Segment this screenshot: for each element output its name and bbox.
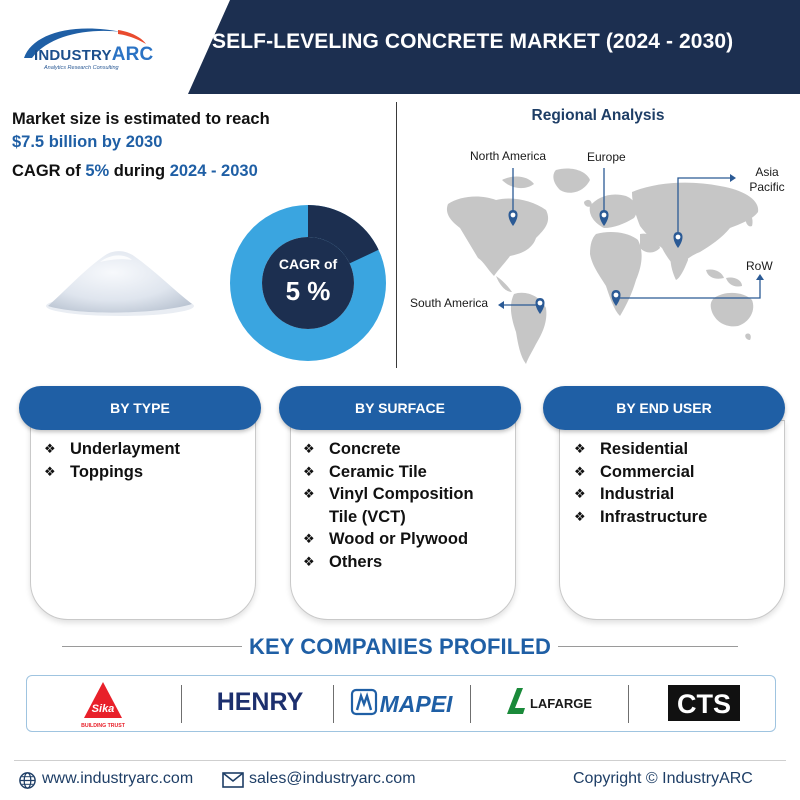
world-map-landmass xyxy=(446,168,759,364)
diamond-bullet-icon: ❖ xyxy=(574,463,586,479)
list-item: ❖ Toppings xyxy=(44,461,180,484)
donut-cagr-arc xyxy=(307,205,379,265)
concrete-powder-image xyxy=(46,251,194,316)
segment-header-end-user: BY END USER xyxy=(543,386,785,430)
diamond-bullet-icon: ❖ xyxy=(303,553,315,569)
pin-icon-europe[interactable] xyxy=(599,210,609,226)
segment-list-end-user: ❖ Residential ❖ Commercial ❖ Industrial ❖ In… xyxy=(574,438,707,528)
pin-icon-north-america[interactable] xyxy=(508,210,518,226)
title-rule-left xyxy=(62,646,242,647)
map-arrowheads xyxy=(498,174,764,309)
email-link[interactable]: sales@industryarc.com xyxy=(249,770,416,787)
cagr-period: 2024 - 2030 xyxy=(169,162,258,180)
logo-swoosh-icon xyxy=(24,28,146,58)
website-link[interactable]: www.industryarc.com xyxy=(42,770,194,787)
region-label-asia-pacific: Asia Pacific xyxy=(749,165,785,194)
region-label-south-america: South America xyxy=(410,296,489,310)
cagr-donut xyxy=(230,205,386,361)
logo-divider xyxy=(470,685,471,723)
svg-text:CTS: CTS xyxy=(677,689,731,719)
diamond-bullet-icon: ❖ xyxy=(574,508,586,524)
segment-list-surface: ❖ Concrete ❖ Ceramic Tile ❖ Vinyl Compositi… xyxy=(303,438,503,573)
diamond-bullet-icon: ❖ xyxy=(574,486,586,501)
company-logos-strip xyxy=(26,675,776,732)
email-icon xyxy=(222,772,244,788)
henry-logo: HENRY xyxy=(217,688,304,716)
diamond-bullet-icon: ❖ xyxy=(44,463,56,479)
section-divider xyxy=(396,102,397,368)
logo-divider xyxy=(628,685,629,723)
diamond-bullet-icon: ❖ xyxy=(303,441,315,456)
sika-logo: Sika BUILDING TRUST xyxy=(81,682,126,729)
donut-value: 5 % xyxy=(285,276,331,306)
globe-icon xyxy=(19,772,36,789)
diamond-bullet-icon: ❖ xyxy=(44,441,56,456)
svg-text:LAFARGE: LAFARGE xyxy=(530,696,592,711)
region-label-north-america: North America xyxy=(470,149,547,163)
region-label-europe: Europe xyxy=(587,150,626,164)
cagr-value: 5% xyxy=(85,162,110,180)
diamond-bullet-icon: ❖ xyxy=(303,531,315,546)
key-companies-title: KEY COMPANIES PROFILED xyxy=(248,634,552,659)
list-item: ❖ Wood or Plywood xyxy=(303,528,503,551)
svg-text:HENRY: HENRY xyxy=(217,688,304,716)
pin-icon-south-america[interactable] xyxy=(535,298,545,314)
logo-divider xyxy=(333,685,334,723)
list-item: ❖ Others xyxy=(303,551,503,574)
lafarge-logo: LAFARGE xyxy=(507,688,592,714)
list-item: ❖ Industrial xyxy=(574,483,707,506)
donut-label: CAGR of xyxy=(278,256,338,272)
svg-text:BUILDING TRUST: BUILDING TRUST xyxy=(81,723,126,729)
list-item: ❖ Residential xyxy=(574,438,707,461)
header: INDUSTRYARC Analytics Research Consultin… xyxy=(0,0,800,94)
map-pins xyxy=(508,210,683,314)
title-rule-right xyxy=(558,646,738,647)
svg-text:Sika: Sika xyxy=(92,703,115,715)
market-size-value: $7.5 billion by 2030 xyxy=(12,133,163,151)
region-label-row: RoW xyxy=(746,259,773,273)
list-item: ❖ Infrastructure xyxy=(574,506,707,529)
diamond-bullet-icon: ❖ xyxy=(574,441,586,456)
industryarc-logo xyxy=(14,16,164,86)
donut-center xyxy=(262,237,354,329)
world-map xyxy=(446,168,764,364)
regional-analysis-title: Regional Analysis xyxy=(531,107,665,124)
pin-icon-asia-pacific[interactable] xyxy=(673,232,683,248)
list-item: ❖ Vinyl Composition Tile (VCT) xyxy=(303,485,474,526)
diamond-bullet-icon: ❖ xyxy=(303,463,315,479)
list-item: ❖ Ceramic Tile xyxy=(303,461,503,484)
segment-header-type: BY TYPE xyxy=(19,386,261,430)
cagr-text: CAGR of 5% during 2024 - 2030 xyxy=(12,162,258,180)
svg-text:MAPEI: MAPEI xyxy=(380,691,453,717)
list-item: ❖ Commercial xyxy=(574,461,707,484)
list-item: ❖ Concrete xyxy=(303,438,503,461)
segment-card-surface xyxy=(290,420,516,620)
copyright-text: Copyright © IndustryARC xyxy=(573,770,753,787)
page-title: SELF-LEVELING CONCRETE MARKET (2024 - 20… xyxy=(212,30,734,53)
logo-tagline: Analytics Research Consulting xyxy=(44,65,119,71)
logo-divider xyxy=(181,685,182,723)
pin-icon-row[interactable] xyxy=(611,290,621,306)
header-band xyxy=(0,0,800,94)
segment-list-type: ❖ Underlayment ❖ Toppings xyxy=(44,438,180,483)
market-size-text: Market size is estimated to reach xyxy=(12,110,270,128)
diamond-bullet-icon: ❖ xyxy=(303,486,315,501)
cts-logo: CTS xyxy=(668,685,740,721)
footer-rule xyxy=(14,760,786,761)
segment-card-end-user xyxy=(559,420,785,620)
logo-wordmark: INDUSTRYARC xyxy=(34,44,154,65)
list-item: ❖ Underlayment xyxy=(44,438,180,461)
segment-header-surface: BY SURFACE xyxy=(279,386,521,430)
mapei-logo: MAPEI xyxy=(350,688,453,717)
